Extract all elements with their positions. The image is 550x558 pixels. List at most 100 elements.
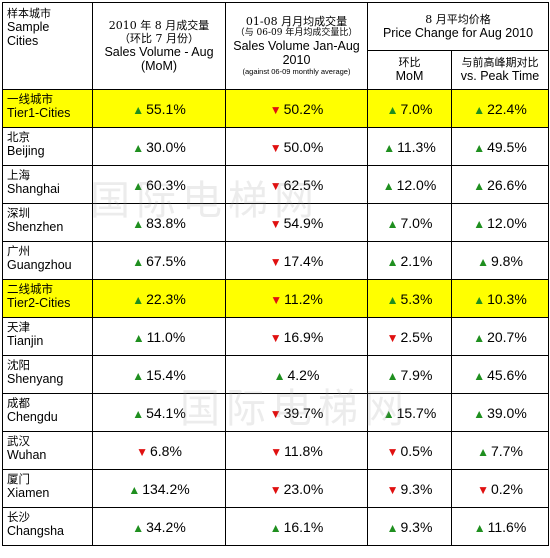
value-text: 34.2%	[146, 518, 186, 535]
value-cell: ▲ 39.0%	[450, 393, 550, 432]
table-row: 厦门 Xiamen ▲ 134.2% ▼ 23.0% ▼ 9.3% ▼ 0.2%	[2, 469, 550, 508]
up-arrow-icon: ▲	[132, 292, 145, 307]
city-name-en: Xiamen	[7, 486, 50, 500]
value-text: 11.8%	[284, 442, 323, 459]
value-text: 12.0%	[396, 176, 437, 193]
value-text: 16.1%	[283, 518, 324, 535]
value-cell: ▼ 50.2%	[225, 89, 368, 128]
value-text: 5.3%	[400, 290, 433, 307]
header-city-en: Sample Cities	[7, 20, 50, 48]
value-text: 55.1%	[146, 100, 186, 117]
value-text: 54.1%	[146, 404, 186, 421]
up-arrow-icon: ▲	[473, 406, 486, 421]
value-text: 50.2%	[283, 100, 324, 117]
value-text: 6.8%	[149, 442, 182, 459]
value-cell: ▲ 16.1%	[225, 507, 368, 546]
value-cell: ▲ 11.0%	[92, 317, 226, 356]
value-cell: ▲ 20.7%	[450, 317, 550, 356]
value-text: 20.7%	[487, 328, 527, 345]
city-name-zh: 广州	[7, 244, 30, 258]
down-arrow-icon: ▼	[386, 330, 399, 345]
value-cell: ▲ 15.7%	[367, 393, 452, 432]
city-cell: 上海 Shanghai	[2, 165, 93, 204]
value-text: 22.4%	[487, 100, 527, 117]
header-sales-mom: 2010 年 8 月成交量 （环比 7 月份） Sales Volume - A…	[92, 2, 226, 90]
value-cell: ▼ 2.5%	[367, 317, 452, 356]
up-arrow-icon: ▲	[386, 254, 399, 269]
value-cell: ▲ 5.3%	[367, 279, 452, 318]
value-text: 0.2%	[490, 480, 523, 497]
value-cell: ▼ 54.9%	[225, 203, 368, 242]
header-sub-mom-zh: 环比	[398, 56, 421, 70]
up-arrow-icon: ▲	[477, 444, 489, 459]
value-text: 9.3%	[400, 480, 433, 497]
up-arrow-icon: ▲	[132, 330, 145, 345]
city-cell: 厦门 Xiamen	[2, 469, 93, 508]
value-text: 10.3%	[487, 290, 527, 307]
value-cell: ▲ 54.1%	[92, 393, 226, 432]
city-name-zh: 二线城市	[7, 282, 53, 296]
value-text: 2.1%	[400, 252, 433, 269]
up-arrow-icon: ▲	[386, 520, 399, 535]
value-cell: ▲ 55.1%	[92, 89, 226, 128]
city-name-zh: 长沙	[7, 510, 30, 524]
up-arrow-icon: ▲	[386, 292, 399, 307]
table-row: 天津 Tianjin ▲ 11.0% ▼ 16.9% ▼ 2.5% ▲ 20.7%	[2, 317, 550, 356]
city-name-en: Wuhan	[7, 448, 47, 462]
value-text: 62.5%	[283, 176, 324, 193]
city-name-zh: 沈阳	[7, 358, 30, 372]
city-name-zh: 上海	[7, 168, 30, 182]
header-city-zh: 样本城市	[7, 7, 51, 20]
sales-price-table: 样本城市 Sample Cities 2010 年 8 月成交量 （环比 7 月…	[2, 2, 550, 546]
value-text: 134.2%	[142, 480, 190, 497]
value-text: 60.3%	[146, 176, 186, 193]
value-cell: ▲ 22.3%	[92, 279, 226, 318]
down-arrow-icon: ▼	[269, 178, 282, 193]
header-price-peak: 与前高峰期对比 vs. Peak Time	[450, 49, 550, 91]
value-text: 4.2%	[287, 366, 320, 383]
city-name-zh: 一线城市	[7, 92, 53, 106]
city-name-en: Tier1-Cities	[7, 106, 71, 120]
value-cell: ▲ 45.6%	[450, 355, 550, 394]
value-text: 23.0%	[283, 480, 324, 497]
value-cell: ▼ 50.0%	[225, 127, 368, 166]
header-row: 样本城市 Sample Cities 2010 年 8 月成交量 （环比 7 月…	[2, 2, 550, 90]
value-cell: ▲ 11.3%	[367, 127, 452, 166]
down-arrow-icon: ▼	[269, 140, 282, 155]
value-text: 45.6%	[487, 366, 527, 383]
down-arrow-icon: ▼	[386, 444, 399, 459]
down-arrow-icon: ▼	[477, 482, 489, 497]
value-cell: ▲ 2.1%	[367, 241, 452, 280]
header-pc-zh: 8 月平均价格	[425, 12, 491, 26]
header-price-change: 8 月平均价格 Price Change for Aug 2010	[366, 2, 550, 51]
city-cell: 二线城市 Tier2-Cities	[2, 279, 93, 318]
value-cell: ▲ 134.2%	[92, 469, 226, 508]
value-cell: ▲ 11.6%	[450, 507, 550, 546]
down-arrow-icon: ▼	[269, 330, 282, 345]
value-cell: ▼ 6.8%	[92, 431, 226, 470]
header-sub-peak-en: vs. Peak Time	[460, 69, 540, 84]
value-cell: ▲ 60.3%	[92, 165, 226, 204]
header-mom-en: Sales Volume - Aug (MoM)	[104, 45, 214, 73]
header-jan-note: (against 06-09 monthly average)	[242, 67, 351, 76]
up-arrow-icon: ▲	[386, 368, 399, 383]
value-text: 67.5%	[146, 252, 186, 269]
value-cell: ▲ 7.9%	[367, 355, 452, 394]
value-cell: ▼ 0.2%	[450, 469, 550, 508]
city-name-zh: 武汉	[7, 434, 30, 448]
table-row: 二线城市 Tier2-Cities ▲ 22.3% ▼ 11.2% ▲ 5.3% ▲ 10.3%	[2, 279, 550, 318]
value-text: 7.9%	[400, 366, 433, 383]
down-arrow-icon: ▼	[269, 102, 282, 117]
value-cell: ▲ 22.4%	[450, 89, 550, 128]
subheader-row: 环比 MoM 与前高峰期对比 vs. Peak Time	[3, 49, 550, 91]
city-name-en: Chengdu	[7, 410, 58, 424]
down-arrow-icon: ▼	[269, 406, 282, 421]
city-name-en: Shanghai	[7, 182, 60, 196]
header-sub-mom-en: MoM	[395, 69, 424, 84]
up-arrow-icon: ▲	[473, 102, 486, 117]
city-cell: 成都 Chengdu	[2, 393, 93, 432]
value-cell: ▼ 23.0%	[225, 469, 368, 508]
up-arrow-icon: ▲	[132, 140, 145, 155]
city-cell: 长沙 Changsha	[2, 507, 93, 546]
up-arrow-icon: ▲	[386, 102, 399, 117]
